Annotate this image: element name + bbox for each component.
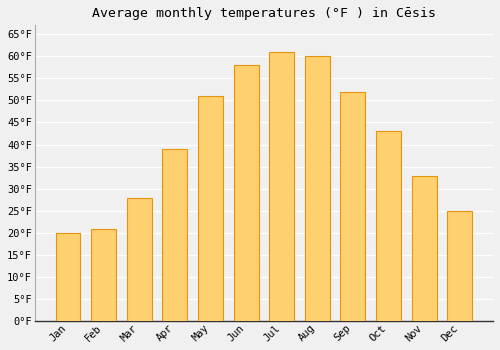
Bar: [198, 96, 223, 321]
Bar: [202, 114, 219, 321]
Bar: [91, 229, 116, 321]
Bar: [273, 74, 290, 321]
Bar: [60, 240, 76, 321]
Bar: [234, 65, 258, 321]
Bar: [448, 211, 472, 321]
Bar: [305, 56, 330, 321]
Bar: [451, 220, 468, 321]
Bar: [162, 149, 188, 321]
Bar: [238, 85, 255, 321]
Bar: [269, 52, 294, 321]
Bar: [56, 233, 80, 321]
Bar: [95, 236, 112, 321]
Bar: [308, 77, 326, 321]
Bar: [130, 208, 148, 321]
Title: Average monthly temperatures (°F ) in Cēsis: Average monthly temperatures (°F ) in Cē…: [92, 7, 436, 20]
Bar: [376, 131, 401, 321]
Bar: [166, 163, 184, 321]
Bar: [412, 175, 436, 321]
Bar: [127, 198, 152, 321]
Bar: [344, 110, 362, 321]
Bar: [340, 92, 365, 321]
Bar: [416, 187, 433, 321]
Bar: [380, 147, 398, 321]
